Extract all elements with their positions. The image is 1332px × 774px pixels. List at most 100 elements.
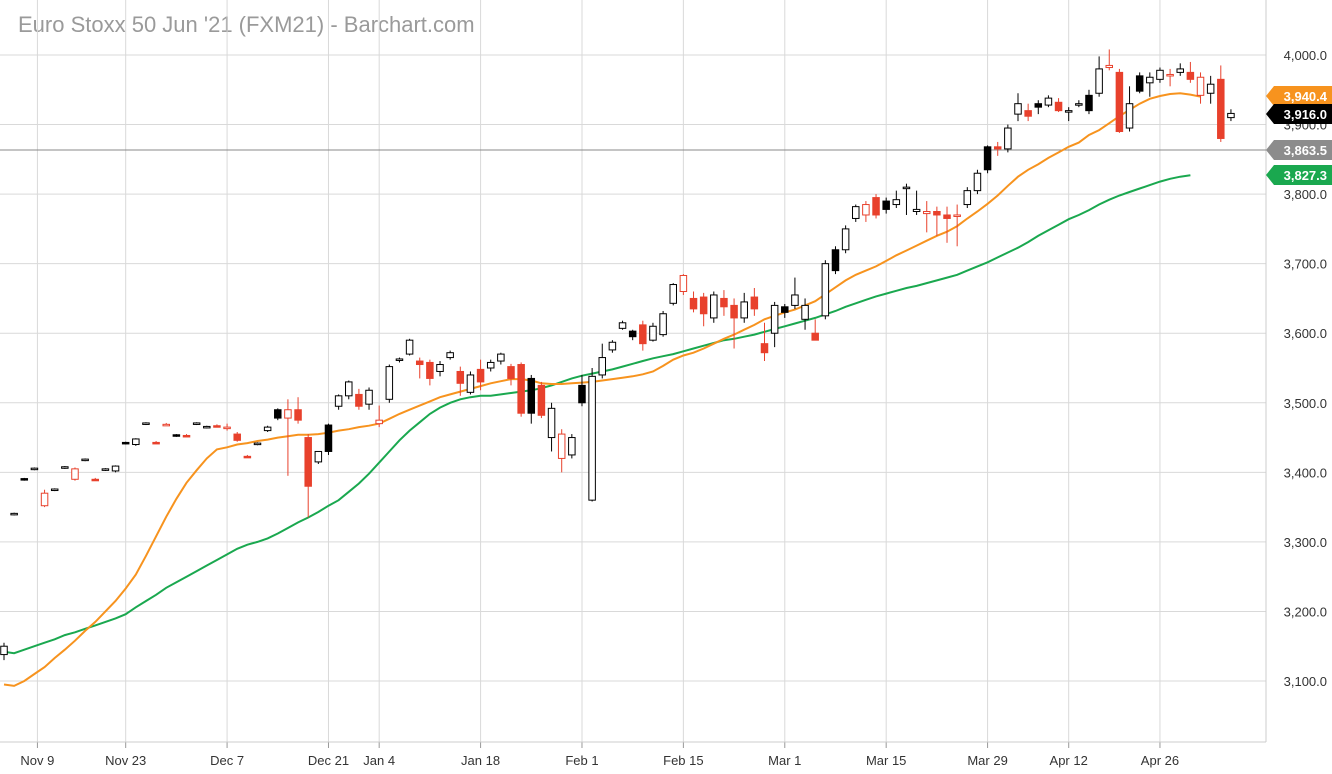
candle-body (973, 172, 982, 192)
y-tick-label: 3,200.0 (1284, 604, 1327, 619)
x-tick-label: Nov 9 (20, 753, 54, 768)
candle (507, 363, 515, 386)
candle (811, 319, 819, 341)
price-badge: 3,916.0 (1266, 104, 1332, 124)
candle (253, 442, 262, 446)
candle (405, 338, 414, 356)
candle (1075, 100, 1083, 108)
y-tick-label: 3,500.0 (1284, 396, 1327, 411)
candle-body (375, 419, 383, 425)
candle (689, 291, 698, 313)
candle-body (243, 455, 252, 459)
candle (101, 468, 110, 471)
candle (973, 169, 982, 195)
price-badge-bg (1266, 165, 1332, 185)
candle (821, 260, 830, 320)
candle-body (750, 296, 759, 310)
candle (730, 298, 738, 349)
candle (1135, 72, 1144, 94)
candle-body (20, 478, 29, 481)
candle-body (821, 263, 830, 317)
x-tick-label: Dec 21 (308, 753, 349, 768)
candle-body (91, 478, 100, 482)
candle-body (1024, 110, 1032, 117)
candle (872, 194, 880, 219)
candle (953, 204, 961, 247)
candle-body (415, 360, 424, 366)
candle (1125, 86, 1134, 132)
candle (223, 423, 231, 431)
candle-body (497, 353, 505, 362)
candle-body (385, 366, 394, 400)
candle-body (902, 186, 911, 190)
price-badge: 3,940.4 (1266, 86, 1332, 106)
candle (395, 357, 404, 363)
candle (781, 304, 789, 318)
candles-layer (0, 49, 1235, 661)
candle-body (993, 146, 1002, 150)
candle-body (578, 384, 586, 404)
x-tick-label: Jan 18 (461, 753, 500, 768)
candle-body (476, 368, 485, 383)
candle (659, 310, 667, 337)
candle (304, 434, 312, 518)
candle-body (588, 375, 596, 501)
candle-body (0, 645, 8, 656)
candle-body (40, 492, 49, 507)
candle-body (233, 433, 241, 441)
candle-body (831, 249, 840, 272)
candle (375, 405, 383, 428)
candle-body (507, 366, 515, 379)
candle (892, 190, 901, 209)
candle (547, 402, 556, 452)
candle (1044, 95, 1053, 108)
candle (415, 357, 424, 379)
x-tick-label: Apr 26 (1141, 753, 1179, 768)
candle (527, 374, 536, 424)
candle-body (527, 377, 536, 414)
candle-body (628, 330, 637, 338)
candle (618, 320, 627, 330)
candle-body (598, 357, 607, 376)
candle (132, 438, 140, 446)
candle (943, 206, 951, 243)
moving-average-short-line (3, 92, 1201, 687)
candle (720, 290, 728, 316)
candle-body (1217, 78, 1225, 139)
y-tick-label: 3,100.0 (1284, 674, 1327, 689)
candle-body (852, 206, 860, 219)
candle-body (882, 200, 890, 210)
candle-body (1196, 76, 1205, 96)
candle (466, 371, 475, 395)
candle-body (770, 304, 779, 334)
candle (912, 190, 921, 215)
candle-body (1064, 110, 1073, 113)
candle-body (922, 211, 931, 215)
candle-body (111, 465, 120, 472)
candle (628, 329, 637, 341)
candle-body (223, 426, 231, 430)
candle (841, 225, 850, 254)
candle (983, 145, 992, 174)
y-tick-label: 3,400.0 (1284, 465, 1327, 480)
candle (1196, 72, 1205, 104)
candle (639, 320, 647, 351)
candle-body (1004, 127, 1012, 150)
candle (852, 204, 860, 222)
candle (1146, 72, 1154, 97)
candle-body (1206, 83, 1215, 94)
candle (699, 292, 708, 327)
candle-body (1034, 103, 1043, 108)
candle (963, 187, 972, 209)
candle (172, 434, 181, 437)
candle (446, 350, 454, 360)
candle (608, 340, 617, 353)
candle (669, 283, 677, 306)
candle-body (456, 370, 465, 384)
candle (476, 359, 485, 391)
price-badge-label: 3,863.5 (1284, 143, 1327, 158)
candle (760, 322, 769, 362)
candle (1217, 65, 1225, 142)
candle (355, 388, 363, 410)
candle-body (162, 423, 170, 427)
